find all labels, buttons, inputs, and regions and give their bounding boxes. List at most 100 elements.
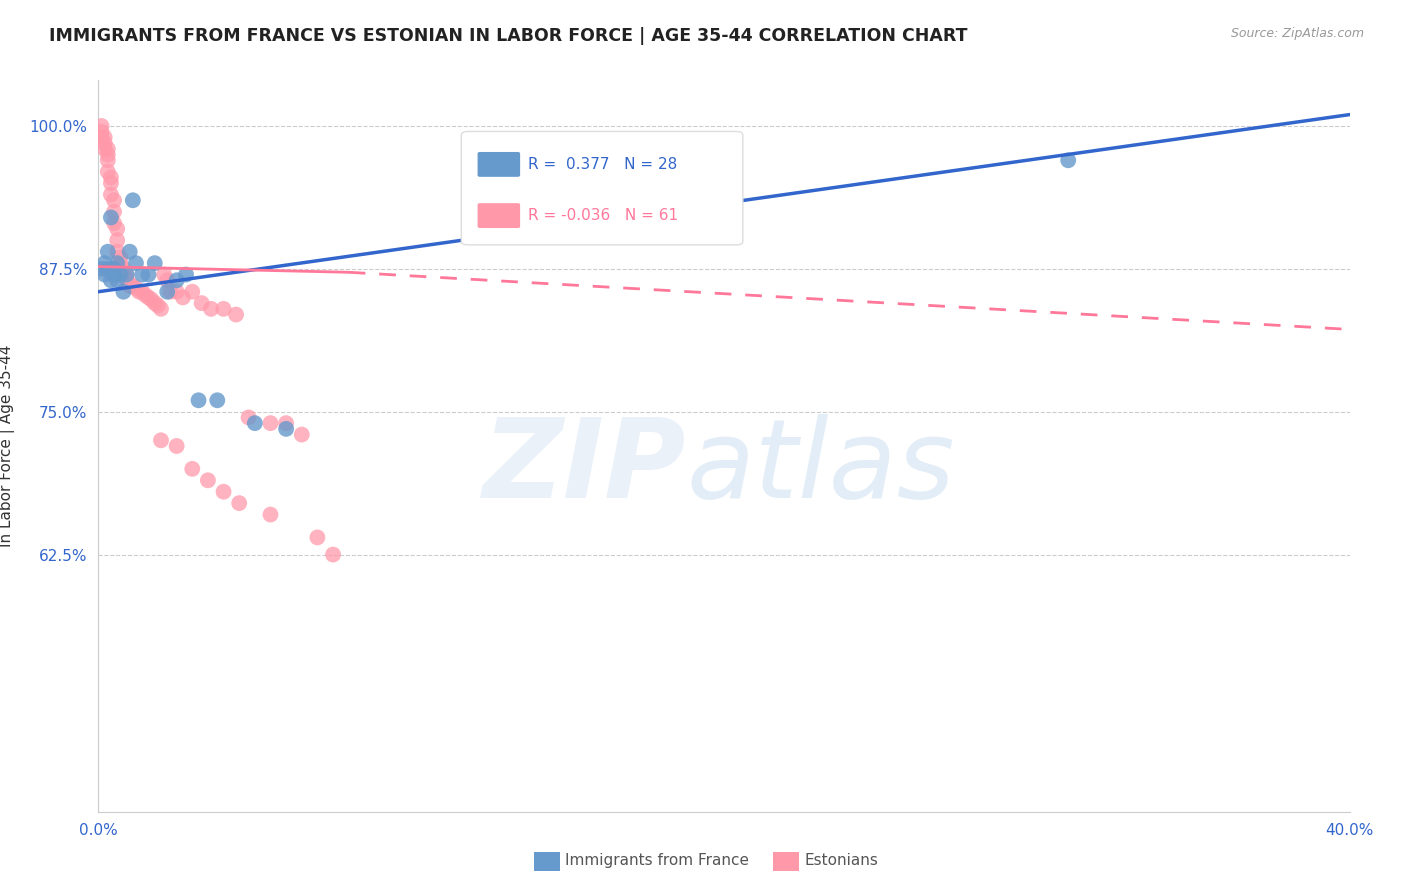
FancyBboxPatch shape	[478, 152, 520, 177]
Text: IMMIGRANTS FROM FRANCE VS ESTONIAN IN LABOR FORCE | AGE 35-44 CORRELATION CHART: IMMIGRANTS FROM FRANCE VS ESTONIAN IN LA…	[49, 27, 967, 45]
Point	[105, 244, 128, 259]
Point	[274, 416, 298, 430]
Point	[166, 285, 188, 299]
Point	[141, 293, 163, 307]
Point	[146, 298, 169, 312]
Point	[212, 301, 235, 316]
Point	[159, 285, 181, 299]
Point	[143, 256, 166, 270]
FancyBboxPatch shape	[461, 131, 742, 244]
Point	[134, 288, 156, 302]
Point	[138, 290, 160, 304]
Point	[150, 301, 173, 316]
Point	[238, 410, 260, 425]
Point	[156, 273, 179, 287]
Point	[110, 268, 132, 282]
Text: atlas: atlas	[686, 415, 955, 522]
Point	[93, 136, 115, 150]
Text: Source: ZipAtlas.com: Source: ZipAtlas.com	[1230, 27, 1364, 40]
Point	[118, 279, 141, 293]
Point	[190, 296, 212, 310]
Point	[105, 273, 128, 287]
Point	[225, 308, 247, 322]
Point	[100, 170, 122, 185]
Point	[90, 130, 112, 145]
Text: R =  0.377   N = 28: R = 0.377 N = 28	[527, 157, 676, 172]
Point	[307, 530, 329, 544]
Point	[97, 261, 120, 276]
Point	[93, 256, 115, 270]
Point	[110, 256, 132, 270]
Point	[243, 416, 266, 430]
Point	[187, 393, 209, 408]
Point	[166, 273, 188, 287]
Point	[274, 422, 298, 436]
Point	[105, 256, 128, 270]
Text: Estonians: Estonians	[804, 854, 879, 868]
Point	[103, 204, 125, 219]
Point	[181, 462, 204, 476]
Point	[97, 153, 120, 168]
Point	[90, 125, 112, 139]
Point	[90, 119, 112, 133]
Point	[100, 273, 122, 287]
Point	[197, 473, 219, 487]
Text: Immigrants from France: Immigrants from France	[565, 854, 749, 868]
Text: R = -0.036   N = 61: R = -0.036 N = 61	[527, 208, 678, 223]
Y-axis label: In Labor Force | Age 35-44: In Labor Force | Age 35-44	[0, 345, 15, 547]
Point	[131, 285, 153, 299]
Point	[121, 194, 143, 208]
Point	[212, 484, 235, 499]
Point	[121, 279, 143, 293]
Point	[103, 261, 125, 276]
Point	[131, 268, 153, 282]
Point	[90, 261, 112, 276]
Point	[125, 256, 148, 270]
Point	[166, 439, 188, 453]
Point	[143, 296, 166, 310]
Point	[228, 496, 250, 510]
Point	[128, 285, 150, 299]
Point	[174, 268, 197, 282]
Point	[181, 285, 204, 299]
Point	[112, 261, 135, 276]
Point	[93, 142, 115, 156]
Point	[93, 268, 115, 282]
Point	[207, 393, 229, 408]
Point	[103, 268, 125, 282]
Point	[103, 194, 125, 208]
Point	[115, 268, 138, 282]
Point	[105, 233, 128, 247]
Point	[172, 290, 194, 304]
Point	[200, 301, 222, 316]
Point	[105, 222, 128, 236]
Point	[97, 147, 120, 161]
Point	[100, 211, 122, 225]
Point	[259, 416, 281, 430]
Point	[100, 187, 122, 202]
Point	[138, 268, 160, 282]
Point	[110, 261, 132, 276]
Point	[115, 268, 138, 282]
Point	[259, 508, 281, 522]
Point	[322, 548, 344, 562]
Point	[125, 281, 148, 295]
Point	[97, 165, 120, 179]
Point	[100, 176, 122, 190]
Point	[118, 244, 141, 259]
Point	[118, 277, 141, 291]
Point	[1057, 153, 1080, 168]
Point	[291, 427, 314, 442]
Text: ZIP: ZIP	[484, 415, 686, 522]
Point	[150, 434, 173, 448]
Point	[156, 285, 179, 299]
FancyBboxPatch shape	[478, 203, 520, 228]
Point	[112, 285, 135, 299]
Point	[97, 142, 120, 156]
Point	[110, 251, 132, 265]
Point	[112, 268, 135, 282]
Point	[103, 216, 125, 230]
Point	[115, 273, 138, 287]
Point	[97, 244, 120, 259]
Point	[153, 268, 176, 282]
